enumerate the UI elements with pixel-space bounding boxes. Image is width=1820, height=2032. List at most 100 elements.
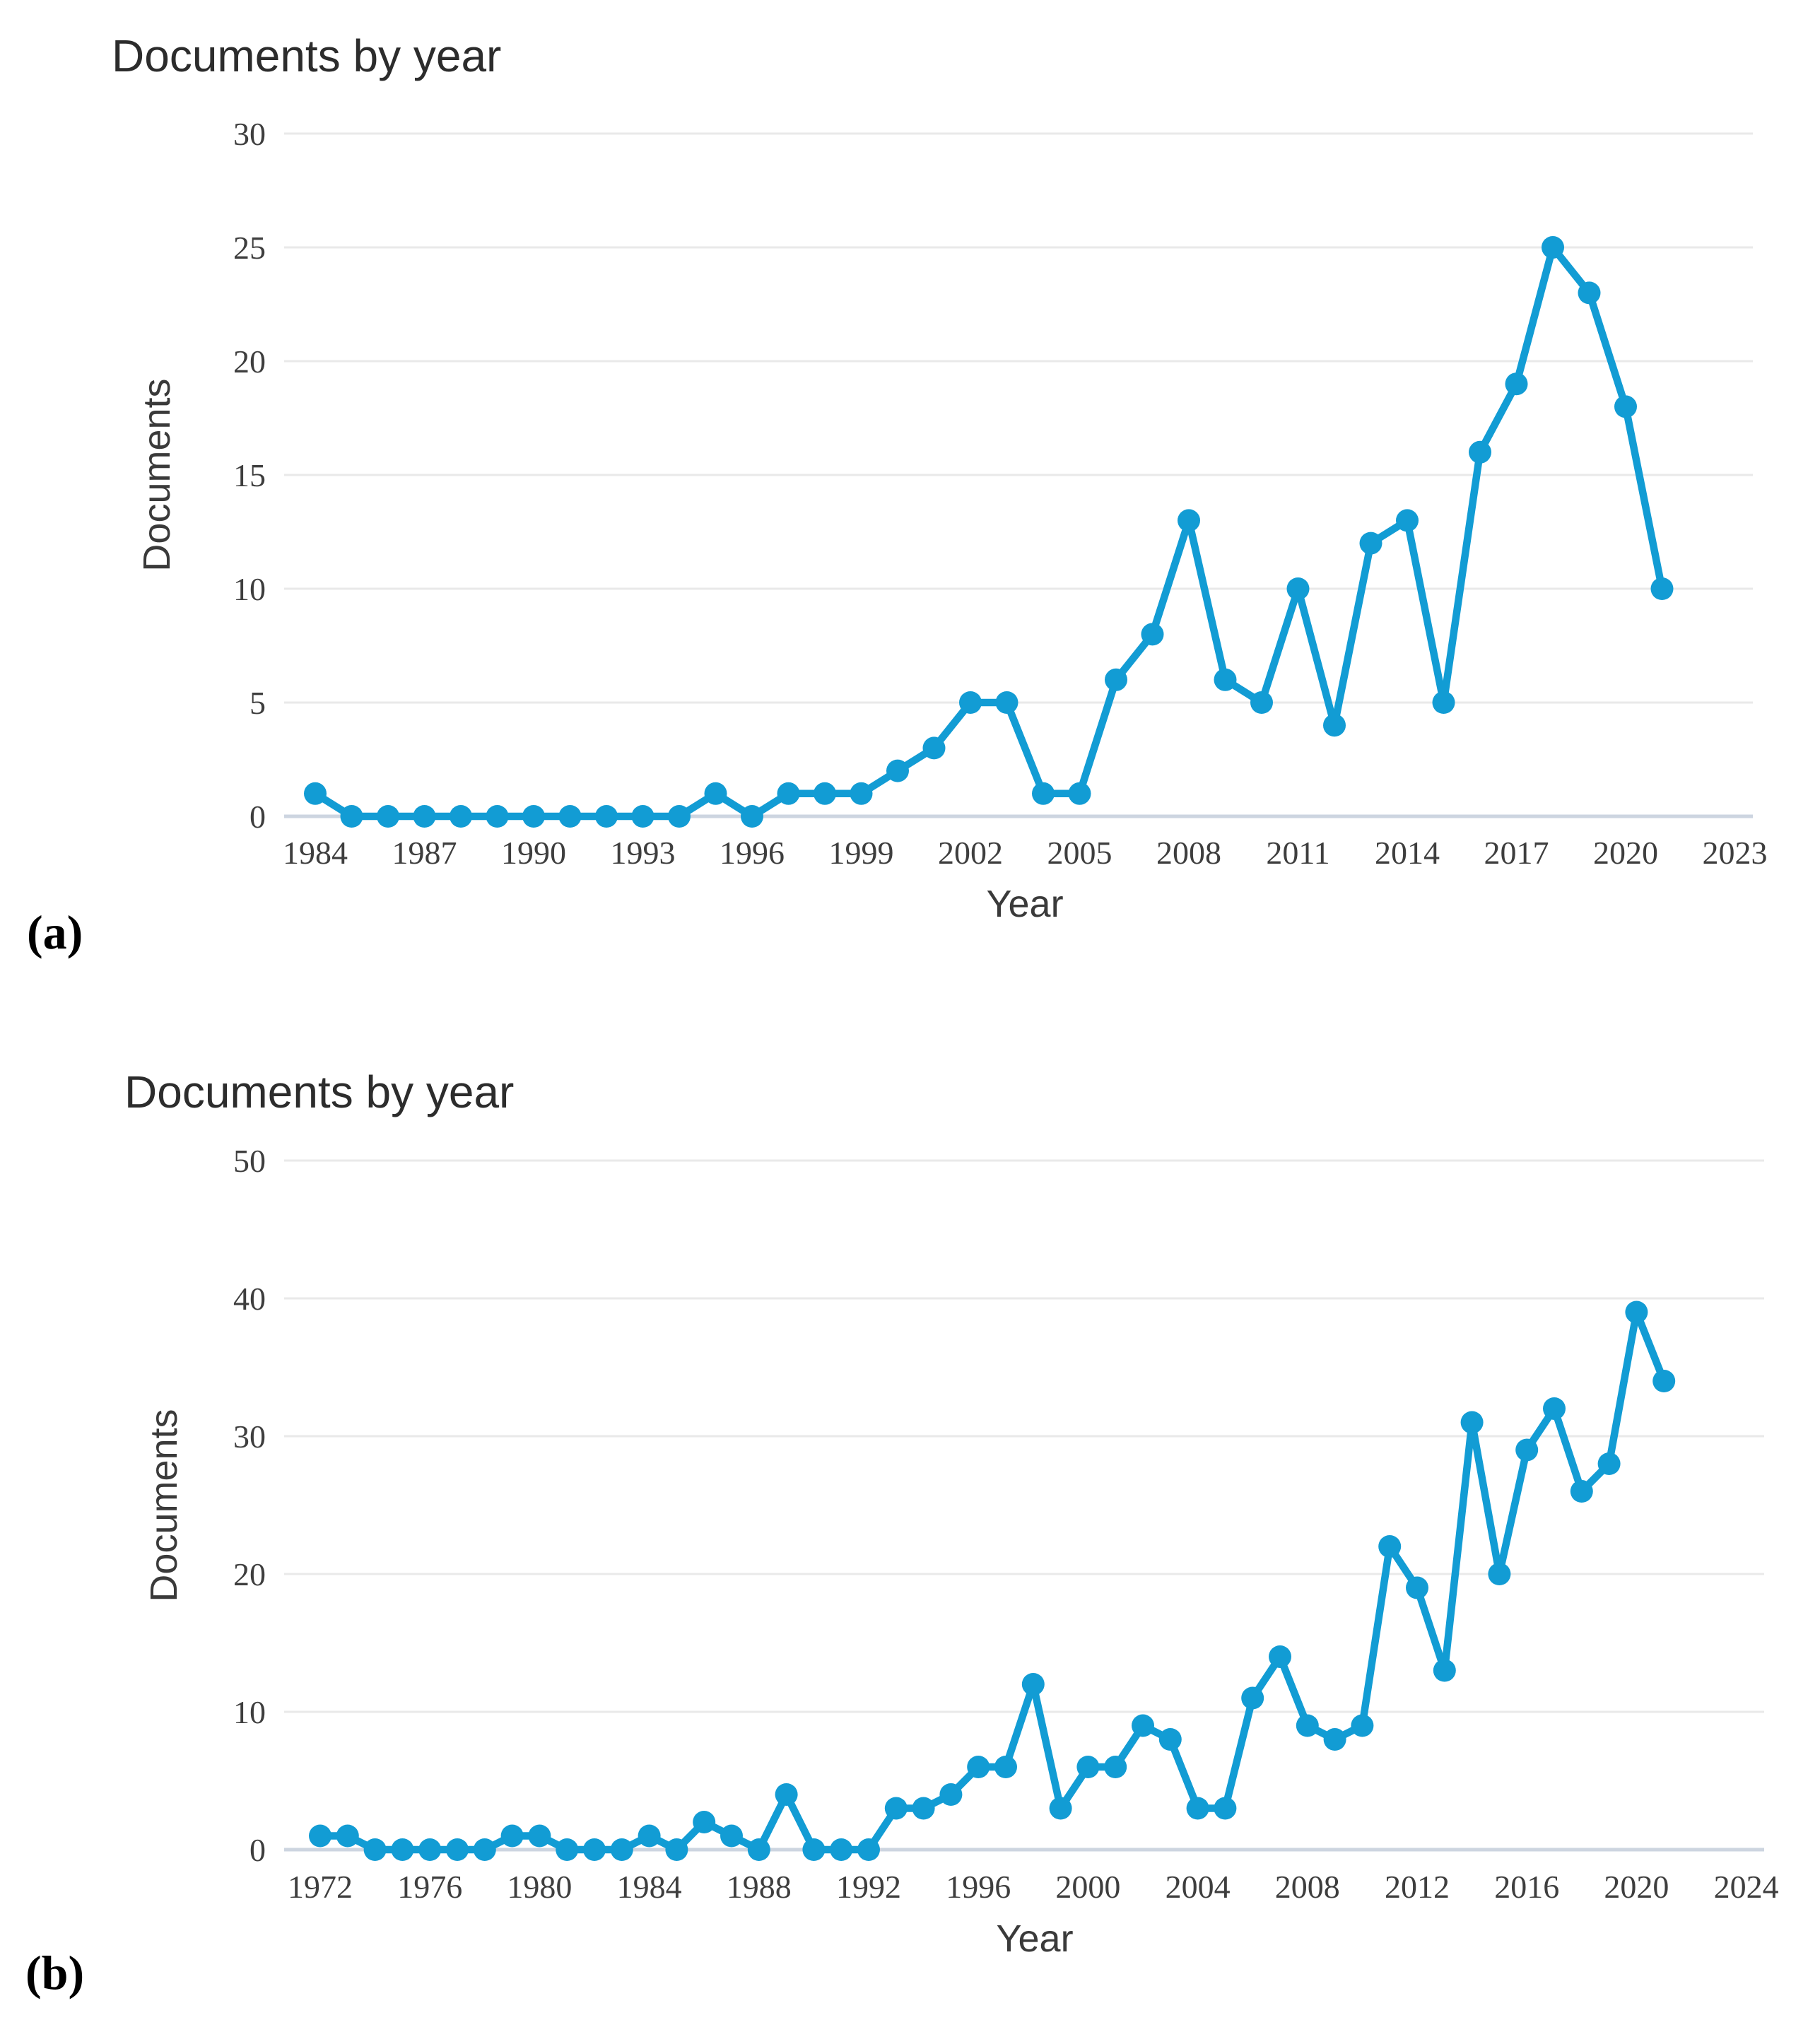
data-point-2008 bbox=[1178, 509, 1200, 532]
data-point-1983 bbox=[610, 1838, 633, 1861]
chart-a-title: Documents by year bbox=[112, 30, 502, 81]
data-point-1977 bbox=[446, 1838, 469, 1861]
x-tick-label-2002: 2002 bbox=[938, 835, 1003, 871]
x-tick-label-1996: 1996 bbox=[720, 835, 785, 871]
data-point-1990 bbox=[802, 1838, 826, 1861]
y-tick-label-10: 10 bbox=[233, 571, 266, 607]
data-point-1999 bbox=[850, 782, 873, 805]
data-point-2010 bbox=[1250, 691, 1273, 714]
data-point-1984 bbox=[638, 1824, 661, 1848]
x-tick-label-2008: 2008 bbox=[1156, 835, 1221, 871]
x-tick-label-2014: 2014 bbox=[1375, 835, 1440, 871]
data-point-2015 bbox=[1432, 691, 1455, 714]
data-point-1989 bbox=[486, 805, 509, 828]
chart-a-y-axis-label: Documents bbox=[136, 378, 178, 572]
data-point-2017 bbox=[1505, 372, 1528, 396]
data-point-2005 bbox=[1068, 782, 1091, 805]
data-point-1998 bbox=[1021, 1673, 1045, 1696]
data-point-1976 bbox=[418, 1838, 442, 1861]
x-tick-label-1972: 1972 bbox=[288, 1869, 353, 1905]
x-tick-label-2004: 2004 bbox=[1166, 1869, 1231, 1905]
y-tick-label-50: 50 bbox=[233, 1143, 266, 1179]
data-point-1985 bbox=[340, 805, 363, 828]
data-point-1987 bbox=[413, 805, 436, 828]
x-tick-label-1990: 1990 bbox=[501, 835, 566, 871]
x-tick-label-2008: 2008 bbox=[1275, 1869, 1340, 1905]
data-point-2001 bbox=[922, 736, 946, 760]
line-chart-a: 0 5 10 15 20 25 30 1984 1987 1990 1993 1996 1999 2002… bbox=[233, 116, 1768, 871]
data-point-1984 bbox=[304, 782, 327, 805]
data-point-1987 bbox=[720, 1824, 743, 1848]
documents-series-line bbox=[311, 243, 1666, 821]
chart-b-x-axis-label: Year bbox=[996, 1918, 1074, 1960]
x-tick-label-2005: 2005 bbox=[1047, 835, 1112, 871]
panel-label-a: (a) bbox=[27, 905, 83, 959]
data-point-2019 bbox=[1597, 1452, 1621, 1475]
x-tick-label-1996: 1996 bbox=[946, 1869, 1011, 1905]
data-point-2006 bbox=[1241, 1686, 1264, 1710]
data-point-1982 bbox=[583, 1838, 606, 1861]
data-point-1988 bbox=[747, 1838, 770, 1861]
y-tick-label-20: 20 bbox=[233, 1556, 266, 1592]
chart-a-x-axis-label: Year bbox=[986, 883, 1064, 925]
x-tick-label-2023: 2023 bbox=[1703, 835, 1768, 871]
data-point-1975 bbox=[391, 1838, 414, 1861]
x-tick-label-1976: 1976 bbox=[397, 1869, 462, 1905]
data-point-2014 bbox=[1396, 509, 1419, 532]
y-tick-label-0: 0 bbox=[249, 799, 266, 835]
line-chart-b: 0 10 20 30 40 50 1972 1976 1980 1984 1988 1992 1996 2… bbox=[233, 1143, 1779, 1905]
data-point-1979 bbox=[500, 1824, 524, 1848]
data-point-2008 bbox=[1296, 1714, 1319, 1737]
data-point-1990 bbox=[522, 805, 545, 828]
data-point-1986 bbox=[693, 1811, 716, 1833]
data-point-2010 bbox=[1351, 1714, 1374, 1737]
y-tick-label-30: 30 bbox=[233, 1419, 266, 1455]
data-point-2016 bbox=[1515, 1438, 1539, 1462]
data-point-1989 bbox=[775, 1783, 798, 1806]
x-tick-label-2017: 2017 bbox=[1484, 835, 1549, 871]
panel-label-b: (b) bbox=[25, 1946, 85, 1999]
data-point-1980 bbox=[528, 1824, 551, 1848]
data-point-1993 bbox=[884, 1797, 908, 1820]
data-point-1981 bbox=[556, 1838, 579, 1861]
data-point-1992 bbox=[857, 1838, 880, 1861]
data-point-1998 bbox=[814, 782, 836, 805]
y-tick-label-10: 10 bbox=[233, 1694, 266, 1730]
x-tick-label-2024: 2024 bbox=[1714, 1869, 1779, 1905]
data-point-2014 bbox=[1460, 1411, 1484, 1434]
y-tick-label-0: 0 bbox=[249, 1832, 266, 1868]
data-point-2013 bbox=[1433, 1659, 1456, 1682]
data-point-1991 bbox=[558, 805, 582, 828]
x-tick-label-1984: 1984 bbox=[283, 835, 348, 871]
data-point-2000 bbox=[886, 759, 909, 782]
data-point-2002 bbox=[959, 691, 982, 714]
data-point-2019 bbox=[1578, 281, 1601, 305]
data-point-2012 bbox=[1406, 1576, 1428, 1599]
data-point-2011 bbox=[1378, 1535, 1402, 1558]
y-tick-label-30: 30 bbox=[233, 116, 266, 152]
data-point-1994 bbox=[668, 805, 691, 828]
data-point-1995 bbox=[939, 1783, 963, 1806]
x-tick-label-1988: 1988 bbox=[727, 1869, 792, 1905]
y-tick-label-25: 25 bbox=[233, 230, 266, 266]
data-point-1993 bbox=[631, 805, 654, 828]
data-point-2011 bbox=[1286, 577, 1310, 600]
chart-b-y-axis-label: Documents bbox=[143, 1409, 185, 1602]
x-tick-label-2011: 2011 bbox=[1266, 835, 1329, 871]
data-point-1973 bbox=[336, 1824, 359, 1848]
data-point-2004 bbox=[1186, 1797, 1209, 1820]
y-tick-label-5: 5 bbox=[249, 685, 266, 721]
data-point-2003 bbox=[1158, 1728, 1182, 1751]
x-tick-label-2020: 2020 bbox=[1593, 835, 1658, 871]
data-point-2020 bbox=[1614, 395, 1637, 418]
data-point-1986 bbox=[377, 805, 399, 828]
x-tick-label-2012: 2012 bbox=[1385, 1869, 1450, 1905]
data-point-1992 bbox=[595, 805, 618, 828]
data-point-1997 bbox=[994, 1756, 1017, 1778]
data-point-2006 bbox=[1105, 668, 1127, 691]
data-point-1991 bbox=[830, 1838, 853, 1861]
data-point-2017 bbox=[1543, 1397, 1566, 1420]
data-point-1996 bbox=[967, 1756, 990, 1778]
data-point-2018 bbox=[1542, 236, 1564, 259]
data-point-2009 bbox=[1214, 668, 1237, 691]
